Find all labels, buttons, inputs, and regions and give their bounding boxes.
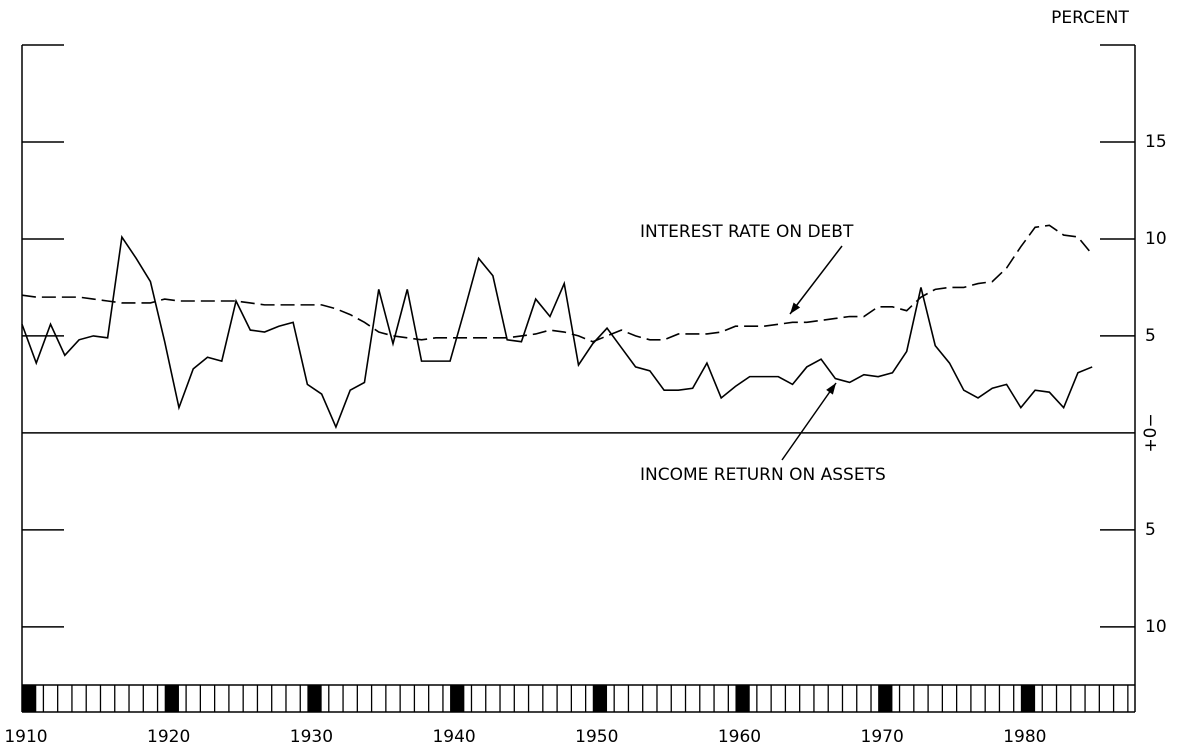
x-tick-label: 1980 [1003,727,1046,747]
x-tick-label: 1950 [575,727,618,747]
decade-mark [592,685,608,712]
series-annotation: INCOME RETURN ON ASSETS [640,465,886,485]
y-tick-label: 5 [1145,520,1156,540]
series-line [21,224,1093,343]
annotation-arrow [781,382,837,461]
decade-mark [450,685,465,712]
y-axis-label: PERCENT [1051,8,1129,28]
series-line [21,234,1093,430]
decade-mark [307,685,322,712]
annotation-arrow [789,245,843,315]
series-annotation: INTEREST RATE ON DEBT [640,222,854,242]
decade-mark [22,685,37,712]
decade-mark [1020,685,1036,712]
y-tick-label: 10 [1145,229,1167,249]
x-tick-label: 1910 [4,727,47,747]
x-tick-label: 1970 [861,727,904,747]
x-tick-label: 1920 [147,727,190,747]
y-tick-label: 15 [1145,132,1167,152]
arrow-head [790,302,801,314]
arrow-head [826,383,836,395]
x-tick-label: 1930 [290,727,333,747]
y-tick-label: 5 [1145,326,1156,346]
decade-mark [164,685,179,712]
decade-mark [878,685,893,712]
decade-mark [735,685,750,712]
x-tick-label: 1940 [432,727,475,747]
y-tick-label: 10 [1145,617,1167,637]
y-tick-label: +0− [1141,413,1161,452]
x-tick-label: 1960 [718,727,761,747]
